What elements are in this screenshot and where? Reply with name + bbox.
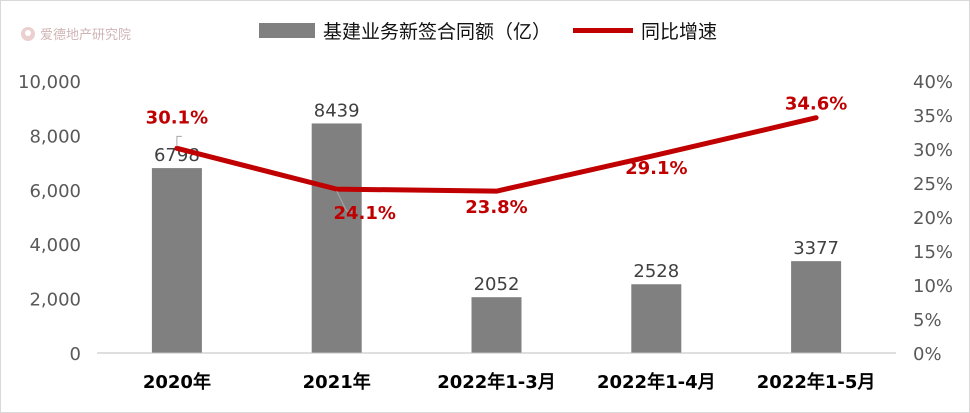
- bar-0: [151, 168, 202, 353]
- legend-item-bars: 基建业务新签合同额（亿）: [259, 17, 551, 44]
- y-right-tick-label: 30%: [913, 140, 953, 161]
- bar-1: [311, 123, 362, 353]
- line-value-label-2: 23.8%: [465, 197, 527, 218]
- line-value-label-1: 24.1%: [333, 203, 395, 224]
- line-value-label-4: 34.6%: [785, 94, 847, 115]
- logo-icon: [21, 26, 35, 41]
- y-left-tick-label: 2,000: [29, 290, 81, 311]
- line-value-label-3: 29.1%: [625, 158, 687, 179]
- x-category-label-0: 2020年: [143, 371, 211, 393]
- legend-label-line: 同比增速: [641, 21, 718, 43]
- growth-line: [174, 115, 819, 194]
- bar-4: [791, 261, 842, 353]
- watermark: 爱德地产研究院: [21, 24, 131, 43]
- legend-line-swatch: [573, 28, 634, 33]
- y-left-tick-label: 4,000: [29, 235, 81, 256]
- y-right-tick-label: 0%: [913, 344, 942, 365]
- y-right-tick-label: 10%: [913, 276, 953, 297]
- leader-line-1: [336, 190, 357, 212]
- bar-value-label-2: 2052: [474, 274, 520, 295]
- legend-item-line: 同比增速: [573, 17, 717, 44]
- legend-label-bars: 基建业务新签合同额（亿）: [323, 21, 552, 43]
- x-category-label-3: 2022年1-4月: [597, 371, 716, 393]
- y-right-tick-label: 15%: [913, 242, 953, 263]
- bar-3: [631, 284, 682, 353]
- x-category-label-1: 2021年: [303, 371, 371, 393]
- leader-line-0: [176, 135, 182, 147]
- y-right-tick-label: 20%: [913, 208, 953, 229]
- y-right-tick-label: 35%: [913, 106, 953, 127]
- y-right-tick-label: 40%: [913, 72, 953, 93]
- bar-value-label-3: 2528: [633, 261, 679, 282]
- bar-value-label-4: 3377: [793, 238, 839, 259]
- y-left-tick-label: 0: [70, 344, 81, 365]
- bar-value-label-1: 8439: [314, 100, 360, 121]
- y-left-tick-label: 10,000: [18, 72, 81, 93]
- x-category-label-2: 2022年1-3月: [437, 371, 556, 393]
- y-right-tick-label: 5%: [913, 310, 942, 331]
- y-left-tick-label: 8,000: [29, 126, 81, 147]
- line-value-label-0: 30.1%: [146, 107, 208, 128]
- y-left-tick-label: 6,000: [29, 181, 81, 202]
- bar-2: [471, 297, 522, 353]
- x-category-label-4: 2022年1-5月: [757, 371, 876, 393]
- watermark-text: 爱德地产研究院: [40, 28, 132, 43]
- legend-bar-swatch: [259, 23, 315, 38]
- y-right-tick-label: 25%: [913, 174, 953, 195]
- chart-legend: 基建业务新签合同额（亿） 同比增速: [259, 17, 739, 44]
